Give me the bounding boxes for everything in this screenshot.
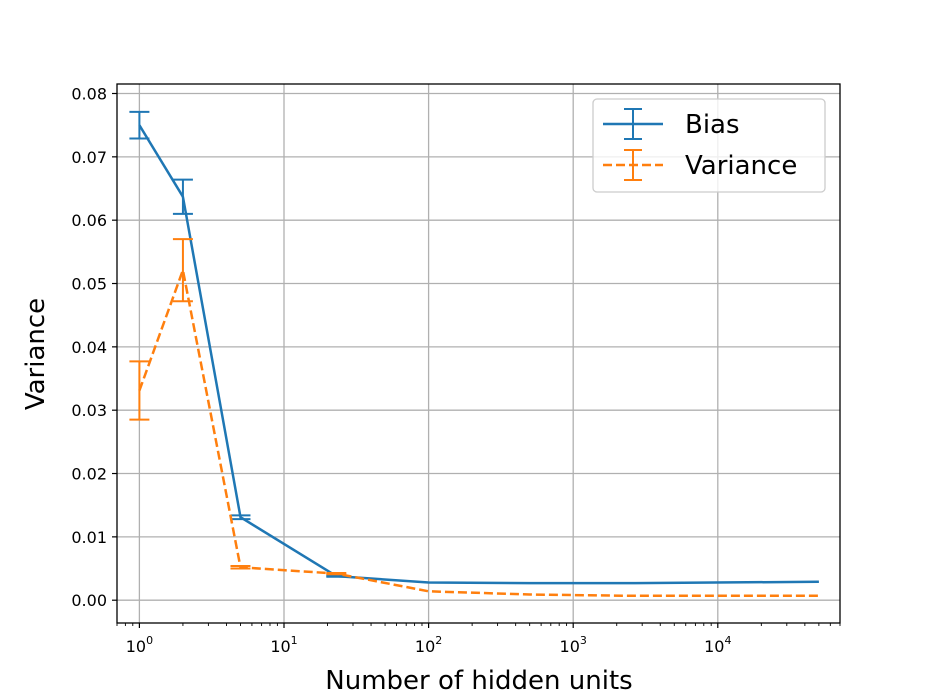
x-tick-label-base: 10 <box>415 637 435 656</box>
y-tick-label: 0.05 <box>71 275 107 294</box>
legend-variance-label: Variance <box>685 151 797 181</box>
legend-box <box>592 98 826 193</box>
y-axis-label: Variance <box>21 298 51 410</box>
x-tick-label-exponent: 0 <box>146 634 153 647</box>
x-tick-label: 100 <box>126 634 153 656</box>
x-tick-label-base: 10 <box>704 637 724 656</box>
x-tick-label: 102 <box>415 634 442 656</box>
grid <box>117 84 840 623</box>
y-tick-label: 0.06 <box>71 211 107 230</box>
axis-labels: Number of hidden units Variance <box>21 298 633 696</box>
x-tick-label-exponent: 4 <box>724 634 731 647</box>
x-tick-label-exponent: 2 <box>435 634 442 647</box>
x-tick-label-base: 10 <box>270 637 290 656</box>
legend-bias-label: Bias <box>685 110 740 140</box>
y-tick-label: 0.01 <box>71 528 107 547</box>
x-tick-label: 104 <box>704 634 731 656</box>
legend: Bias Variance <box>592 98 826 193</box>
x-axis-label: Number of hidden units <box>325 666 632 696</box>
y-tick-label: 0.02 <box>71 465 107 484</box>
x-tick-label-base: 10 <box>560 637 580 656</box>
y-tick-label: 0.08 <box>71 85 107 104</box>
plot-lines <box>129 110 819 598</box>
x-tick-label-exponent: 1 <box>291 634 298 647</box>
plot-frame <box>116 83 841 624</box>
x-tick-label-base: 10 <box>126 637 146 656</box>
y-tick-label: 0.07 <box>71 148 107 167</box>
x-tick-label: 103 <box>560 634 587 656</box>
y-tick-label: 0.03 <box>71 401 107 420</box>
y-tick-label: 0.00 <box>71 591 107 610</box>
y-tick-label: 0.04 <box>71 338 107 357</box>
bias-series-line <box>138 124 819 585</box>
x-tick-label-exponent: 3 <box>580 634 587 647</box>
variance-series-line <box>138 268 819 598</box>
x-tick-label: 101 <box>270 634 297 656</box>
